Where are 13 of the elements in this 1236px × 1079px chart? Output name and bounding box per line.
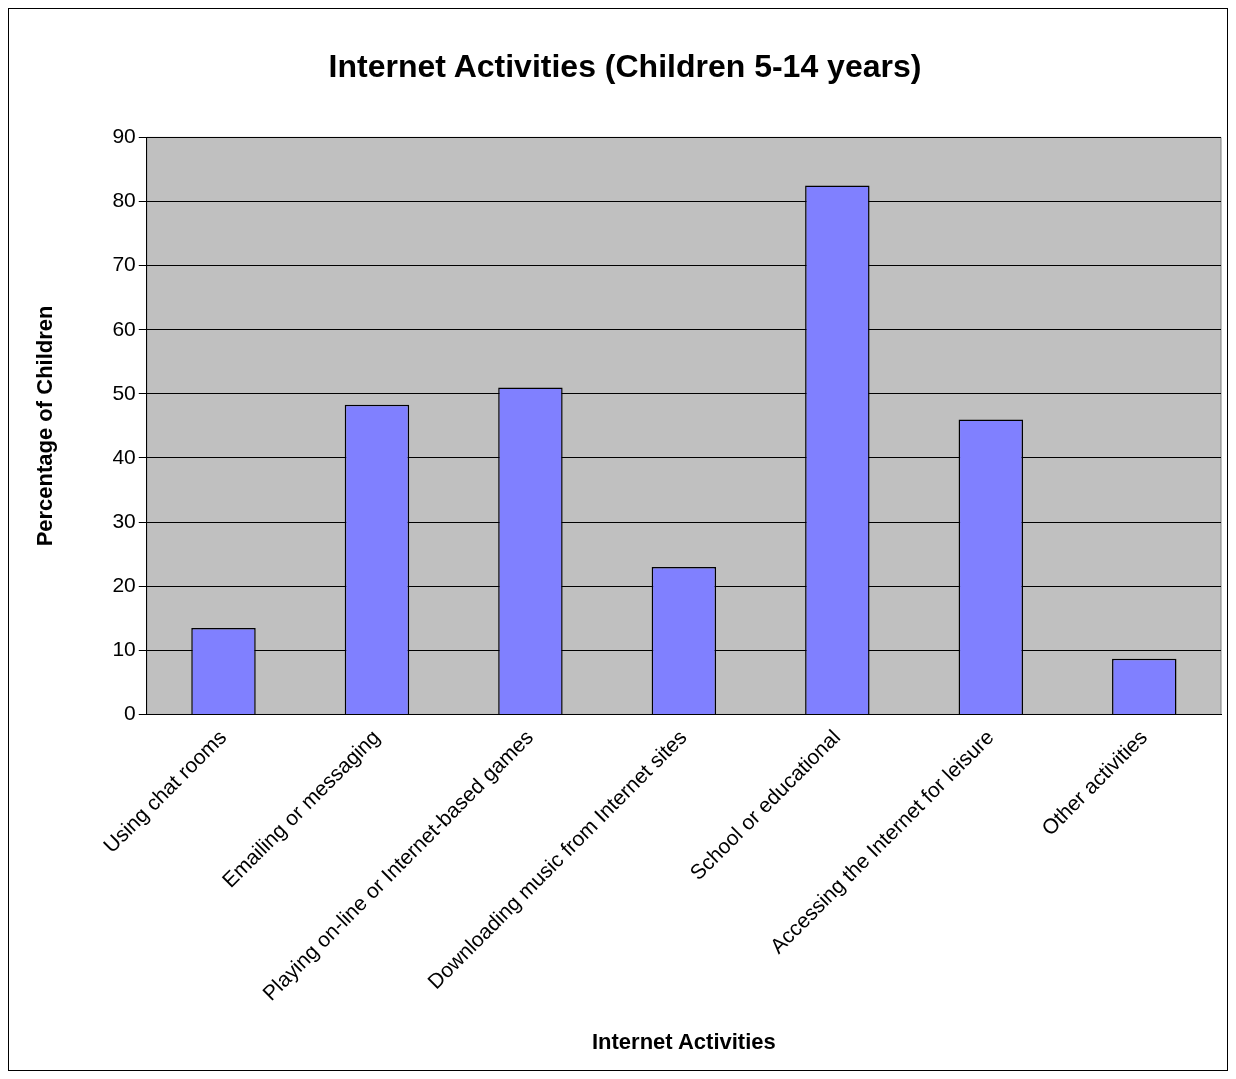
y-tick-label: 0 xyxy=(124,701,136,725)
y-axis-title: Percentage of Children xyxy=(32,305,58,547)
y-tick-label: 70 xyxy=(112,252,136,276)
y-tick-label: 60 xyxy=(112,316,136,340)
y-tick-label: 80 xyxy=(112,188,136,212)
y-tick-label: 40 xyxy=(112,444,136,468)
y-tick-label: 30 xyxy=(112,508,136,532)
y-tick-label: 20 xyxy=(112,573,136,597)
chart-title: Internet Activities (Children 5-14 years) xyxy=(328,48,922,85)
y-tick-label: 90 xyxy=(112,124,136,148)
x-axis-title: Internet Activities xyxy=(591,1028,776,1054)
y-tick-label: 50 xyxy=(112,380,136,404)
y-tick-label: 10 xyxy=(112,637,136,661)
